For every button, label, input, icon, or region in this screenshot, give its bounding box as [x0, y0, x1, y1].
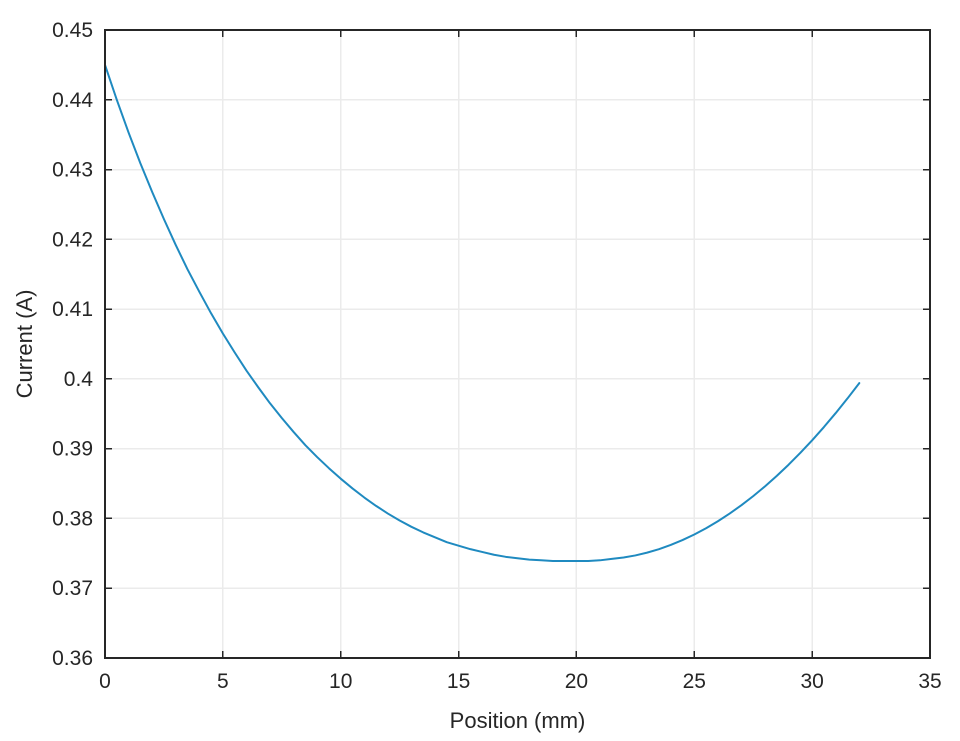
x-tick-label: 15 — [447, 670, 470, 693]
x-tick-label: 0 — [99, 670, 111, 693]
gridlines-group — [105, 30, 930, 658]
x-tick-label: 10 — [329, 670, 352, 693]
data-series-group — [104, 63, 861, 563]
axis-frame-group — [104, 29, 931, 659]
y-tick-label: 0.43 — [52, 159, 93, 182]
y-tick-label: 0.39 — [52, 438, 93, 461]
y-tick-label: 0.45 — [52, 19, 93, 42]
x-tick-label: 5 — [217, 670, 229, 693]
y-tick-label: 0.4 — [64, 368, 94, 391]
x-axis-title: Position (mm) — [450, 708, 586, 733]
ticklabels-group: 0.36 0.37 0.38 0.39 0.4 0.41 0.42 0.43 0.44 0.45 0… — [52, 19, 942, 693]
x-tick-label: 25 — [683, 670, 706, 693]
y-tick-label: 0.38 — [52, 507, 93, 530]
y-tick-label: 0.44 — [52, 89, 93, 112]
plot-box-border — [104, 29, 931, 659]
y-tick-label: 0.41 — [52, 298, 93, 321]
x-tick-label: 20 — [565, 670, 588, 693]
tickmarks-group — [104, 29, 931, 659]
x-tick-label: 35 — [918, 670, 941, 693]
x-tick-label: 30 — [800, 670, 823, 693]
y-axis-title: Current (A) — [12, 290, 37, 399]
data-series-line — [104, 63, 861, 563]
y-tick-label: 0.37 — [52, 577, 93, 600]
y-tick-label: 0.42 — [52, 228, 93, 251]
y-tick-label: 0.36 — [52, 647, 93, 670]
